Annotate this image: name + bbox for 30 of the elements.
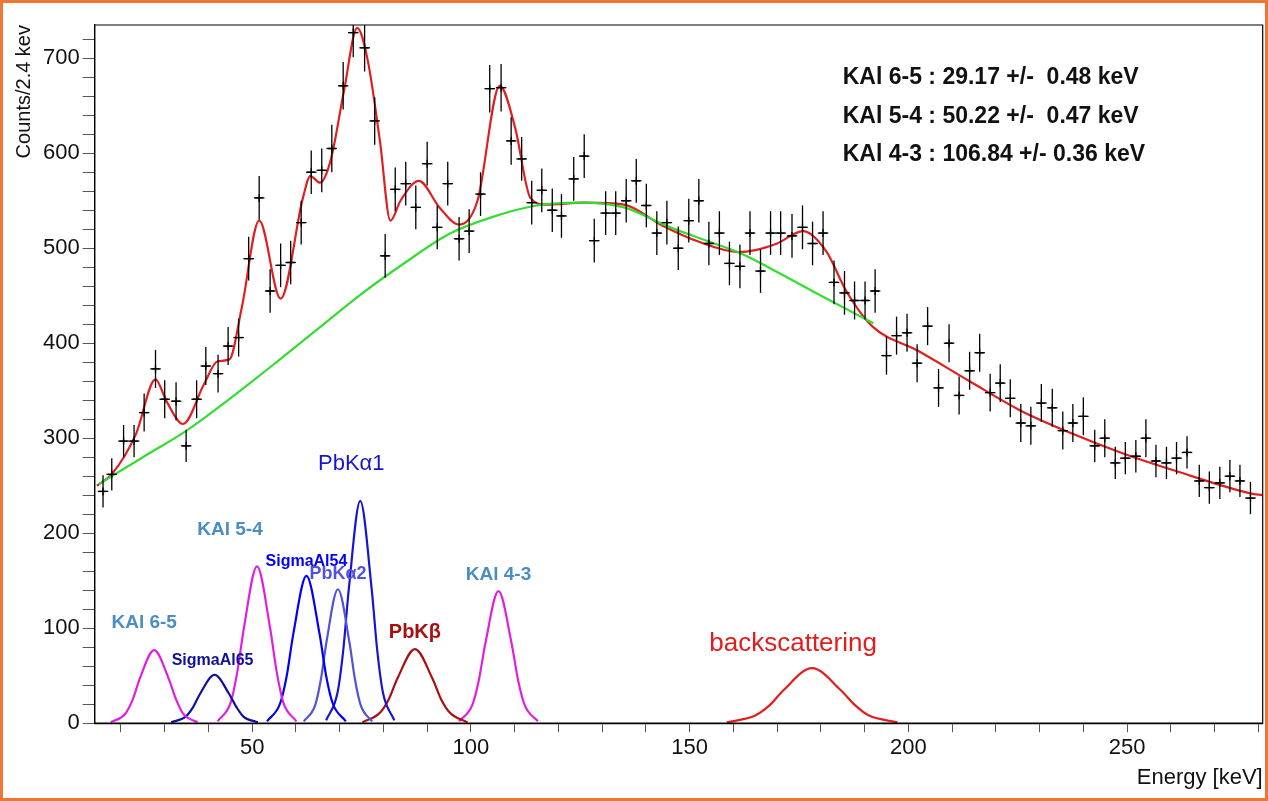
series-label: KAl 5-4 [197,517,264,539]
line-series [361,648,469,724]
x-tick-label: 250 [1108,734,1146,760]
annotation: KAl 6-5 : 29.17 +/- 0.48 keV [842,63,1140,90]
line-series [97,201,875,485]
y-tick-label: 100 [42,614,80,640]
y-tick-label: 300 [42,424,80,450]
annotation: KAl 4-3 : 106.84 +/- 0.36 keV [842,140,1146,167]
x-tick-label: 200 [890,734,927,760]
series-label: KAl 6-5 [111,611,178,633]
y-tick-label: 600 [42,139,80,165]
series-label: KAl 4-3 [465,563,532,585]
line-series [458,590,539,723]
series-label: backscattering [709,627,877,658]
y-tick-label: 400 [42,329,80,355]
x-tick-label: 100 [452,734,490,760]
x-axis-title: Energy [keV] [1136,763,1263,789]
y-tick-label: 700 [42,44,80,70]
line-series [170,673,259,724]
line-series [725,667,899,724]
y-tick-label: 0 [67,709,80,735]
annotation: KAl 5-4 : 50.22 +/- 0.47 keV [842,101,1140,128]
y-tick-label: 200 [42,519,80,545]
y-tick-label: 500 [42,234,80,260]
y-axis-title: Counts/2.4 kev [11,25,34,159]
x-tick-label: 150 [671,734,708,760]
series-label: PbKα1 [317,449,385,475]
x-tick-label: 50 [239,734,265,760]
line-series [302,588,374,723]
series-label: PbKβ [388,619,442,642]
